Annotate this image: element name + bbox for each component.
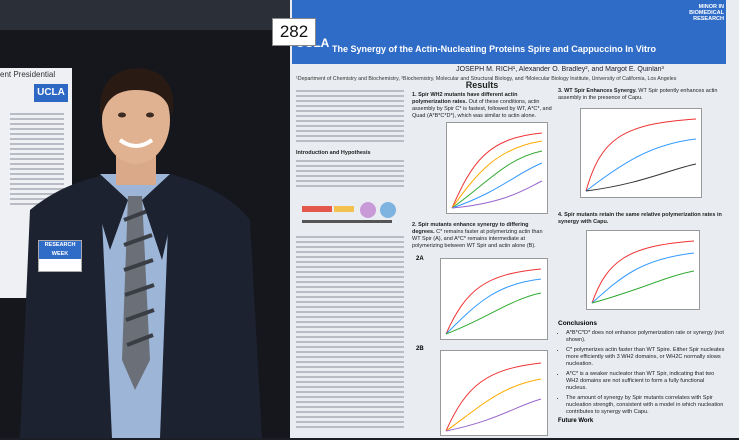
result-heading: 4. Spir mutants retain the same relative… xyxy=(558,212,722,225)
result-2: 2. Spir mutants enhance synergy to diffe… xyxy=(412,222,552,250)
result-heading: 1. Spir WH2 mutants have different actin… xyxy=(412,92,518,105)
conclusion: C* polymerizes actin faster than WT Spir… xyxy=(566,347,726,368)
result-heading: 2. Spir mutants enhance synergy to diffe… xyxy=(412,222,529,235)
left-poster-logo: UCLA xyxy=(34,84,68,102)
poster: UCLA MINOR IN BIOMEDICAL RESEARCH The Sy… xyxy=(290,0,739,438)
intro-heading: Introduction and Hypothesis xyxy=(296,150,371,156)
body-text xyxy=(296,236,404,431)
panel-label: 2B xyxy=(416,346,424,352)
poster-header: UCLA MINOR IN BIOMEDICAL RESEARCH The Sy… xyxy=(292,0,726,64)
conclusions-heading: Conclusions xyxy=(558,320,598,327)
badge-text: RESEARCH WEEK xyxy=(39,241,81,259)
result-text: C* remains faster at polymerizing actin … xyxy=(412,229,543,249)
result-1: 1. Spir WH2 mutants have different actin… xyxy=(412,92,552,120)
conclusions: A*B*C*D* does not enhance polymerization… xyxy=(558,330,726,419)
plot xyxy=(440,350,548,436)
left-poster-text xyxy=(10,113,64,208)
result-text: WT Spir potently enhances actin assembly… xyxy=(558,88,718,101)
program: MINOR IN BIOMEDICAL RESEARCH xyxy=(672,4,724,22)
plot xyxy=(446,122,548,214)
poster-title: The Synergy of the Actin-Nucleating Prot… xyxy=(332,44,657,54)
abstract-text xyxy=(296,90,404,145)
result-heading: 3. WT Spir Enhances Synergy. xyxy=(558,88,637,94)
diagram xyxy=(302,202,396,223)
program-line: BIOMEDICAL RESEARCH xyxy=(689,10,724,22)
future-heading: Future Work xyxy=(558,418,594,424)
conclusion: The amount of synergy by Spir mutants co… xyxy=(566,395,726,416)
result-text: Out of these conditions, actin assembly … xyxy=(412,99,552,119)
conclusion: A*B*C*D* does not enhance polymerization… xyxy=(566,330,726,344)
authors: JOSEPH M. RICH¹, Alexander O. Bradley², … xyxy=(456,66,664,73)
result-3: 3. WT Spir Enhances Synergy. WT Spir pot… xyxy=(558,88,724,102)
plot xyxy=(586,230,700,310)
plot xyxy=(580,108,702,198)
left-poster-title: ent Presidential xyxy=(0,70,56,79)
panel-label: 2A xyxy=(416,256,424,262)
conclusion: A*C* is a weaker nucleator than WT Spir,… xyxy=(566,371,726,392)
poster-number: 282 xyxy=(272,18,316,46)
result-4: 4. Spir mutants retain the same relative… xyxy=(558,212,724,226)
results-heading: Results xyxy=(465,80,499,90)
plot xyxy=(440,258,548,340)
name-badge: RESEARCH WEEK xyxy=(38,240,82,272)
intro-text xyxy=(296,160,404,190)
program-line: MINOR IN xyxy=(698,4,724,10)
affiliation: ¹Department of Chemistry and Biochemistr… xyxy=(296,76,677,82)
